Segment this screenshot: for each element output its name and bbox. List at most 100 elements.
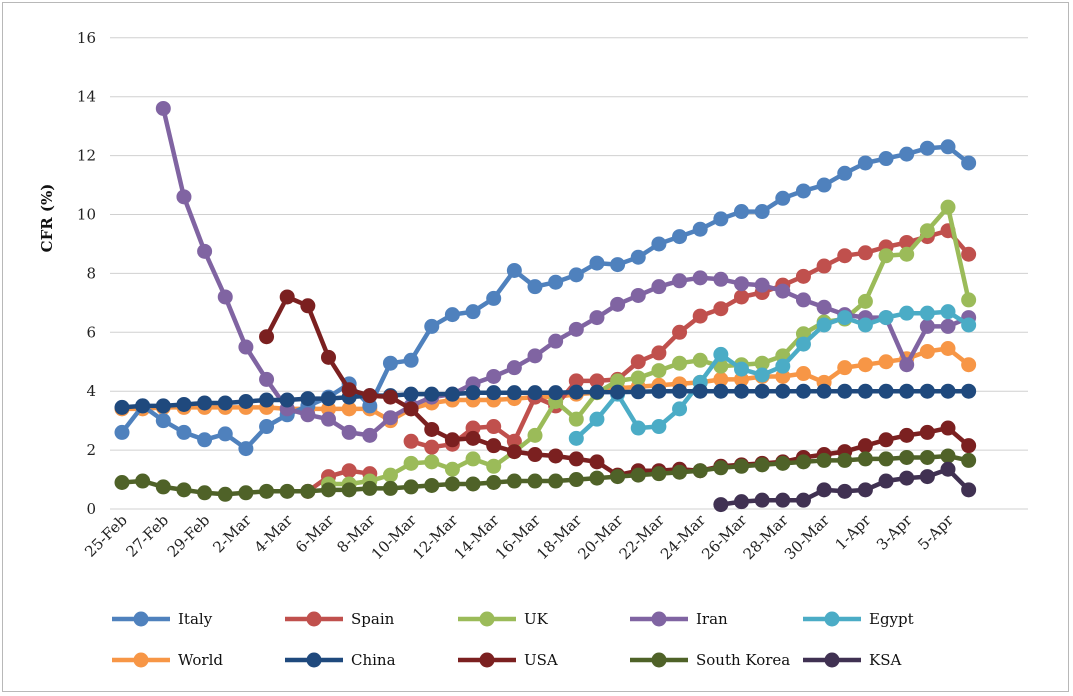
data-point: [734, 361, 749, 377]
data-point: [403, 352, 419, 368]
data-point: [795, 268, 811, 284]
legend-label: Egypt: [869, 610, 914, 628]
legend-swatch-marker: [479, 611, 495, 627]
series-lines: [114, 100, 977, 513]
data-point: [197, 243, 213, 259]
data-point: [713, 346, 729, 362]
data-point: [424, 421, 440, 437]
data-point: [795, 492, 811, 508]
data-point: [300, 391, 316, 407]
data-point: [754, 457, 770, 473]
data-point: [465, 476, 481, 492]
data-point: [486, 368, 502, 384]
data-point: [114, 474, 130, 490]
legend-item-spain: Spain: [285, 610, 395, 628]
data-point: [940, 304, 956, 320]
data-point: [837, 165, 853, 181]
data-point: [259, 392, 275, 408]
y-tick-label: 8: [86, 264, 96, 282]
series-south-korea: [114, 448, 977, 502]
data-point: [527, 447, 543, 463]
data-point: [403, 386, 419, 402]
data-point: [961, 452, 977, 468]
legend-label: World: [178, 651, 223, 669]
data-point: [486, 438, 502, 454]
data-point: [589, 373, 605, 389]
x-tick-label: 3-Apr: [873, 511, 916, 554]
data-point: [259, 483, 275, 499]
data-point: [465, 420, 481, 436]
data-point: [217, 486, 233, 502]
data-point: [713, 497, 729, 513]
data-point: [424, 318, 440, 334]
data-point: [672, 273, 688, 289]
data-point: [362, 480, 378, 496]
data-point: [940, 318, 956, 334]
data-point: [321, 391, 336, 407]
data-point: [692, 383, 708, 399]
data-point: [506, 473, 522, 489]
data-point: [589, 454, 605, 470]
data-point: [568, 373, 584, 389]
data-point: [444, 461, 460, 477]
legend-item-uk: UK: [458, 610, 549, 628]
data-point: [486, 385, 502, 401]
data-point: [382, 467, 398, 483]
data-point: [155, 398, 171, 414]
legend-item-south-korea: South Korea: [630, 651, 790, 669]
data-point: [878, 473, 894, 489]
data-point: [651, 363, 667, 379]
data-point: [382, 389, 398, 405]
data-point: [899, 449, 915, 465]
data-point: [217, 426, 233, 442]
data-point: [444, 386, 460, 402]
data-point: [713, 460, 729, 476]
data-point: [795, 383, 811, 399]
data-point: [816, 177, 832, 193]
data-point: [961, 357, 977, 373]
legend-swatch-marker: [306, 611, 322, 627]
data-point: [279, 289, 295, 305]
data-point: [899, 357, 915, 373]
data-point: [692, 463, 708, 479]
data-point: [857, 293, 873, 309]
data-point: [961, 246, 977, 262]
data-point: [734, 494, 749, 510]
data-point: [548, 333, 564, 349]
data-point: [837, 248, 853, 264]
data-point: [568, 267, 584, 283]
gridlines: [110, 37, 1028, 510]
data-point: [672, 401, 688, 417]
legend-swatch-marker: [306, 652, 322, 668]
data-point: [775, 368, 791, 384]
y-axis-ticks: 0 2 4 6 8 10 12 14 16: [77, 29, 96, 518]
legend-swatch-marker: [651, 652, 667, 668]
data-point: [775, 455, 791, 471]
data-point: [692, 270, 708, 286]
data-point: [795, 366, 811, 382]
data-point: [155, 413, 171, 429]
data-point: [135, 398, 151, 414]
data-point: [589, 470, 605, 486]
data-point: [878, 383, 894, 399]
data-point: [610, 257, 626, 273]
y-tick-label: 10: [77, 206, 96, 224]
data-point: [424, 454, 440, 470]
data-point: [919, 343, 935, 359]
x-tick-label: 6-Mar: [292, 511, 338, 557]
data-point: [610, 469, 626, 485]
data-point: [114, 399, 130, 415]
data-point: [878, 451, 894, 467]
data-point: [238, 339, 254, 355]
y-tick-label: 2: [86, 441, 96, 459]
data-point: [506, 360, 522, 376]
data-point: [527, 427, 543, 443]
data-point: [940, 340, 956, 356]
data-point: [672, 383, 688, 399]
data-point: [940, 139, 956, 155]
data-point: [775, 358, 791, 374]
data-point: [878, 248, 894, 264]
data-point: [837, 383, 853, 399]
data-point: [837, 452, 853, 468]
data-point: [857, 357, 873, 373]
